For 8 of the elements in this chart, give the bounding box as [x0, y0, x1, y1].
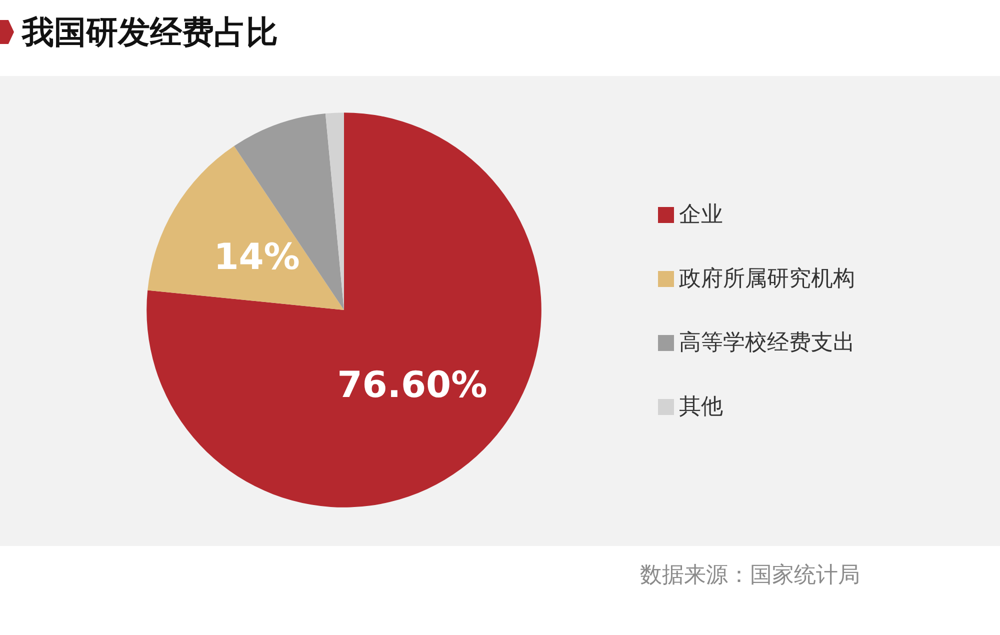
- source-note: 数据来源：国家统计局: [640, 562, 860, 590]
- legend-label: 高等学校经费支出: [679, 330, 855, 356]
- legend-label: 企业: [679, 202, 723, 228]
- data-label: 76.60%: [337, 364, 488, 406]
- data-label: 14%: [214, 237, 300, 278]
- chart-title: 我国研发经费占比: [22, 12, 278, 53]
- legend-label: 其他: [679, 394, 723, 420]
- legend-label: 政府所属研究机构: [679, 266, 855, 292]
